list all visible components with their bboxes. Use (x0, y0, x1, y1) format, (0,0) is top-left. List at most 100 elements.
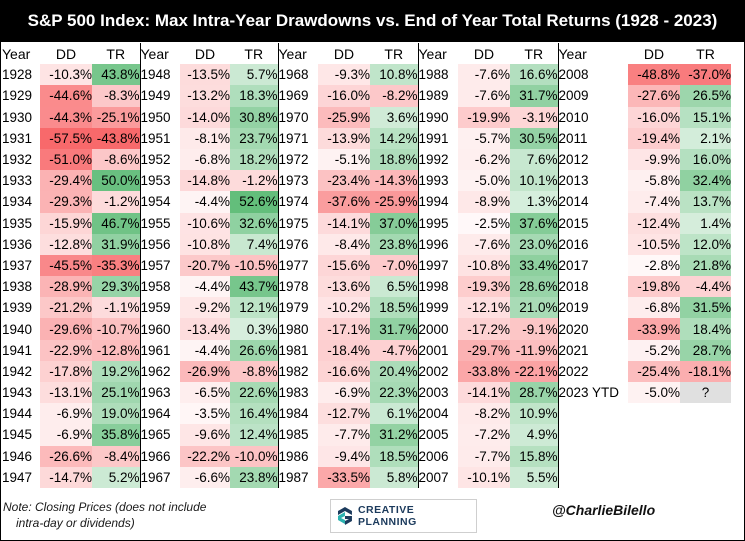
total-return-cell: 31.5% (680, 297, 731, 319)
drawdown-cell: -9.6% (180, 424, 230, 446)
year-cell: 1942 (2, 363, 33, 379)
total-return-cell: 31.7% (370, 318, 418, 340)
table-row: 1941 -22.9% -12.8% 1961 -4.4% 26.6% 1981 -18.4%… (2, 339, 731, 361)
drawdown-cell: -37.6% (318, 191, 370, 213)
table-row: 1940 -29.6% -10.7% 1960 -13.4% 0.3% 1980 -17.1%… (2, 318, 731, 340)
year-cell: 1975 (277, 212, 318, 234)
total-return-cell: -4.4% (680, 276, 731, 298)
year-cell: 2002 (417, 360, 458, 382)
year-cell: 1989 (417, 85, 458, 107)
footnote: Note: Closing Prices (does not include i… (3, 499, 303, 531)
drawdown-cell: -6.8% (180, 148, 230, 171)
total-return-cell: -8.2% (370, 85, 418, 107)
drawdown-cell: -57.5% (40, 127, 92, 149)
year-cell: 1954 (139, 191, 180, 213)
drawdown-cell: -13.9% (318, 127, 370, 149)
total-return-cell: -1.2% (230, 170, 278, 192)
year-cell: 1980 (277, 318, 318, 340)
year-cell: 1972 (277, 148, 318, 171)
total-return-cell: 5.8% (370, 466, 418, 488)
drawdown-cell: -5.7% (458, 127, 510, 149)
total-return-cell: 32.4% (680, 170, 731, 192)
year-cell: 1950 (139, 106, 180, 128)
drawdown-cell: -14.1% (458, 382, 510, 404)
drawdown-cell: -44.6% (40, 85, 92, 107)
author-handle: @CharlieBilello (552, 502, 656, 518)
drawdown-cell: -22.9% (40, 339, 92, 361)
drawdown-cell: -9.3% (318, 64, 370, 86)
total-return-cell: 7.4% (230, 233, 278, 255)
drawdown-cell: -7.4% (628, 191, 680, 213)
total-return-cell: 15.8% (510, 445, 558, 467)
drawdown-cell: -14.7% (40, 466, 92, 488)
year-cell: 1929 (2, 88, 33, 104)
drawdown-cell: -29.7% (458, 339, 510, 361)
total-return-cell: 52.6% (230, 191, 278, 213)
year-cell: 1979 (277, 297, 318, 319)
drawdown-cell: -6.9% (318, 382, 370, 404)
total-return-cell: 10.8% (370, 64, 418, 86)
year-cell: 2017 (557, 254, 628, 277)
year-cell: 2012 (557, 148, 628, 171)
total-return-cell: 29.3% (92, 276, 140, 298)
drawdown-cell: -9.9% (628, 148, 680, 171)
table-row: 1936 -12.8% 31.9% 1956 -10.8% 7.4% 1976 -8.4% 23… (2, 233, 731, 255)
total-return-cell: -9.1% (510, 318, 558, 340)
drawdown-cell: -5.0% (458, 170, 510, 192)
header-tr: TR (384, 45, 404, 62)
year-cell: 1947 (2, 469, 33, 485)
total-return-cell: -10.0% (230, 445, 278, 467)
year-cell: 1984 (277, 403, 318, 425)
year-cell: 1945 (2, 427, 33, 443)
total-return-cell: 6.5% (370, 276, 418, 298)
total-return-cell: 18.4% (680, 318, 731, 340)
total-return-cell: 37.0% (370, 212, 418, 234)
drawdown-cell: -12.7% (318, 403, 370, 425)
year-cell: 2005 (417, 424, 458, 446)
drawdown-cell: -6.9% (40, 403, 92, 425)
year-cell: 2013 (557, 170, 628, 192)
drawdown-cell: -9.2% (180, 297, 230, 319)
total-return-cell: 32.6% (230, 212, 278, 234)
year-cell: 1960 (139, 318, 180, 340)
year-cell: 1965 (139, 424, 180, 446)
header-tr: TR (244, 45, 264, 62)
header-tr: TR (524, 45, 544, 62)
drawdown-cell: -3.5% (180, 403, 230, 425)
total-return-cell: 33.4% (510, 254, 558, 277)
total-return-cell: 23.7% (230, 127, 278, 149)
drawdown-cell: -7.6% (458, 85, 510, 107)
drawdown-cell: -7.6% (458, 64, 510, 86)
table-row: 1943 -13.1% 25.1% 1963 -6.5% 22.6% 1983 -6.9% 22… (2, 382, 731, 404)
total-return-cell: -8.4% (92, 445, 140, 467)
year-cell: 1997 (417, 254, 458, 277)
total-return-cell: 28.7% (680, 339, 731, 361)
table-row: 1946 -26.6% -8.4% 1966 -22.2% -10.0% 1986 -9.4%… (2, 445, 731, 467)
total-return-cell: 18.3% (230, 85, 278, 107)
drawdown-cell: -44.3% (40, 106, 92, 128)
drawdown-cell: -19.9% (458, 106, 510, 128)
total-return-cell: -7.0% (370, 254, 418, 277)
year-cell: 2008 (557, 64, 628, 86)
year-cell: 2009 (557, 85, 628, 107)
total-return-cell: 5.7% (230, 64, 278, 86)
year-cell: 1946 (2, 448, 33, 464)
total-return-cell: 30.5% (510, 127, 558, 149)
drawdown-cell: -25.9% (318, 106, 370, 128)
drawdown-cell: -28.9% (40, 276, 92, 298)
year-cell: 1973 (277, 170, 318, 192)
year-cell: 1968 (277, 64, 318, 86)
drawdown-cell: -13.1% (40, 382, 92, 404)
year-cell: 1938 (2, 279, 33, 295)
year-cell: 1939 (2, 300, 33, 316)
page-title: S&P 500 Index: Max Intra-Year Drawdowns … (0, 0, 745, 42)
drawdown-cell: -6.5% (180, 382, 230, 404)
year-cell: 2023 YTD (557, 382, 628, 404)
table-row: 1945 -6.9% 35.8% 1965 -9.6% 12.4% 1985 -7.7% 31.… (2, 424, 731, 446)
table-row: 1933 -29.4% 50.0% 1953 -14.8% -1.2% 1973 -23.4%… (2, 170, 731, 192)
empty-cell (557, 403, 628, 425)
drawdown-cell: -5.8% (628, 170, 680, 192)
total-return-cell: 26.6% (230, 339, 278, 361)
drawdown-returns-table: Year DD TR Year DD TR Year DD TR Year DD TR Year DD TR… (2, 43, 731, 488)
empty-cell (557, 424, 628, 446)
